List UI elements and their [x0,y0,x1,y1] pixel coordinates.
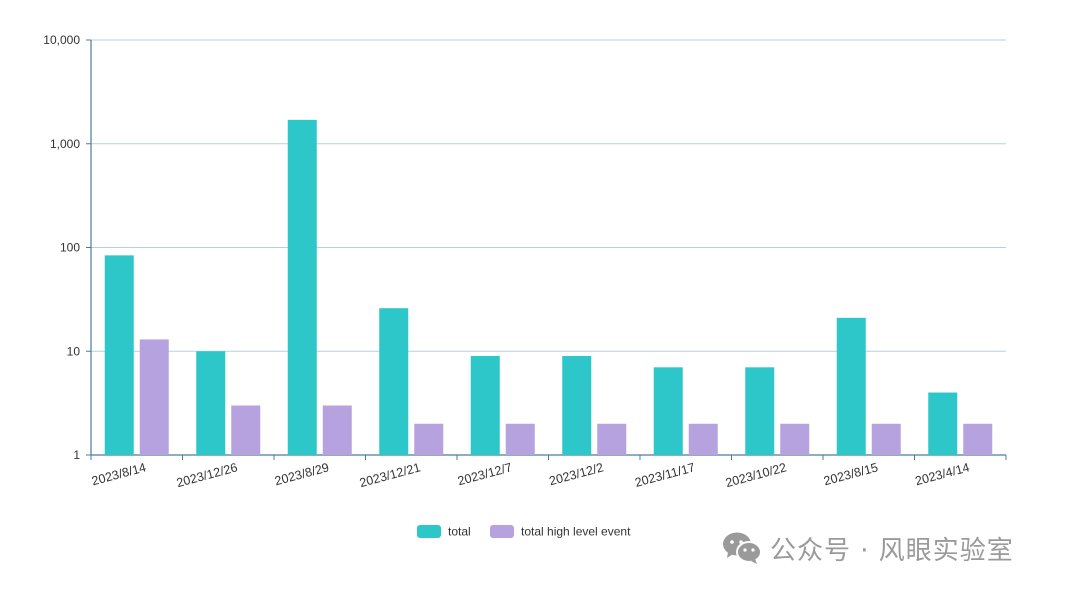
bar-high-level-7[interactable] [780,423,810,455]
bar-total-1[interactable] [196,351,226,455]
bar-high-level-2[interactable] [322,405,352,455]
y-tick-label: 10,000 [43,33,80,47]
bar-total-3[interactable] [379,308,409,455]
bar-high-level-6[interactable] [688,423,718,455]
bar-total-7[interactable] [745,367,775,455]
watermark-text: 公众号 · 风眼实验室 [770,535,1014,566]
bar-high-level-1[interactable] [231,405,261,455]
x-tick-label: 2023/8/14 [90,460,147,488]
y-tick-label: 1 [73,448,80,462]
x-tick-label: 2023/12/26 [175,460,239,490]
legend-label[interactable]: total [448,525,471,539]
bars [104,119,993,455]
bar-total-5[interactable] [562,355,592,455]
bar-total-2[interactable] [287,119,317,455]
y-tick-label: 100 [60,241,80,255]
bar-total-9[interactable] [928,392,958,455]
wechat-icon [723,532,762,564]
bar-total-6[interactable] [653,367,683,455]
bar-total-8[interactable] [836,317,866,455]
x-tick-label: 2023/8/15 [822,460,879,488]
legend-label[interactable]: total high level event [521,525,631,539]
bar-high-level-5[interactable] [597,423,627,455]
x-tick-label: 2023/4/14 [914,460,971,488]
y-tick-label: 10 [67,344,81,358]
bar-high-level-4[interactable] [505,423,535,455]
bar-total-0[interactable] [104,255,134,455]
legend-swatch[interactable] [417,525,441,538]
legend-swatch[interactable] [490,525,514,538]
bar-high-level-3[interactable] [414,423,444,455]
grid-lines [91,39,1006,352]
x-tick-label: 2023/12/21 [358,460,422,490]
bar-high-level-8[interactable] [871,423,901,455]
bar-high-level-9[interactable] [963,423,993,455]
tick-labels: 1 10 100 1,000 10,000 2023/8/14 2023/12/26 2023… [43,33,971,490]
watermark: 公众号 · 风眼实验室 [722,528,1014,568]
y-tick-label: 1,000 [50,137,80,151]
x-tick-label: 2023/10/22 [724,460,788,490]
bar-total-4[interactable] [470,355,500,455]
legend[interactable]: total total high level event [417,525,631,539]
x-tick-label: 2023/12/2 [548,460,605,488]
x-tick-label: 2023/11/17 [633,460,696,489]
x-tick-label: 2023/12/7 [456,460,513,488]
bar-high-level-0[interactable] [139,339,169,455]
x-tick-label: 2023/8/29 [273,460,330,488]
